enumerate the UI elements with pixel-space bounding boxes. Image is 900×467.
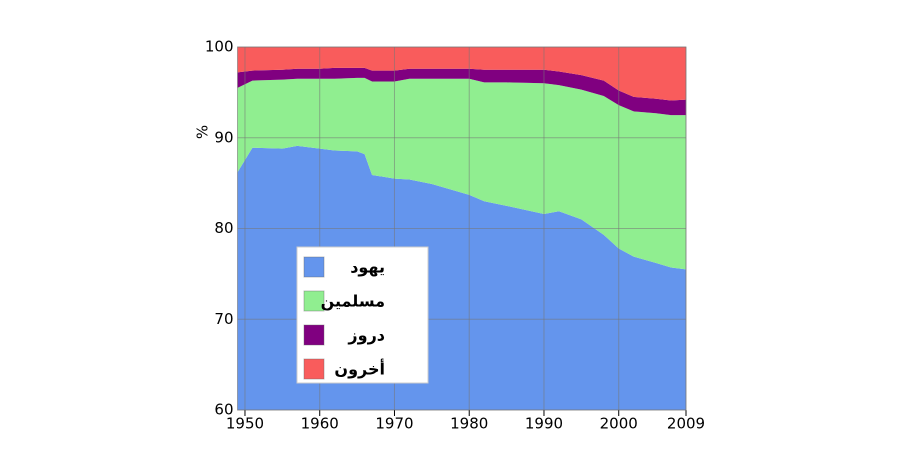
x-tick-label: 2009 — [667, 415, 705, 433]
y-tick-label: 90 — [214, 128, 233, 146]
x-tick-label: 1970 — [375, 415, 413, 433]
x-tick-label: 1950 — [226, 415, 264, 433]
legend-swatch — [303, 358, 325, 380]
y-tick-label: 100 — [205, 38, 234, 56]
x-tick-label: 1980 — [450, 415, 488, 433]
legend: يهود مسلمين دروز أخرون — [296, 246, 429, 384]
legend-label: مسلمين — [321, 292, 385, 311]
legend-swatch — [303, 290, 325, 312]
legend-swatch — [303, 256, 325, 278]
legend-label: أخرون — [334, 359, 385, 379]
x-tick-label: 1990 — [525, 415, 563, 433]
area — [237, 77, 686, 270]
x-tick-label: 2000 — [600, 415, 638, 433]
y-tick-label: 70 — [214, 310, 233, 328]
area — [237, 47, 686, 101]
area — [237, 67, 686, 116]
y-axis-label: % — [194, 125, 212, 139]
legend-label: يهود — [350, 258, 385, 277]
legend-swatch — [303, 324, 325, 346]
legend-label: دروز — [347, 326, 385, 345]
y-tick-label: 80 — [214, 219, 233, 237]
x-tick-label: 1960 — [301, 415, 339, 433]
plot-frame — [237, 46, 687, 411]
y-tick-label: 60 — [214, 401, 233, 419]
